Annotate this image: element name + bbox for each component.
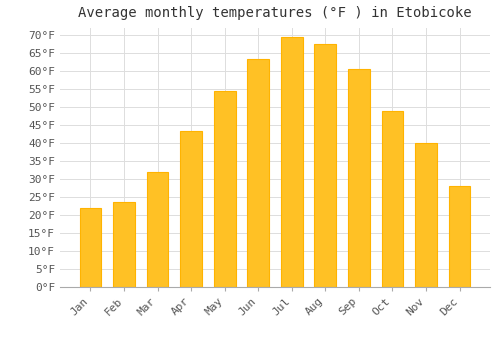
Bar [214,91,236,287]
Bar [146,172,169,287]
Bar [180,131,202,287]
Bar [113,202,135,287]
Bar [415,143,437,287]
Bar [248,58,269,287]
Bar [80,208,102,287]
Title: Average monthly temperatures (°F ) in Etobicoke: Average monthly temperatures (°F ) in Et… [78,6,472,20]
Bar [382,111,404,287]
Bar [314,44,336,287]
Bar [348,69,370,287]
Bar [448,186,470,287]
Bar [281,37,302,287]
